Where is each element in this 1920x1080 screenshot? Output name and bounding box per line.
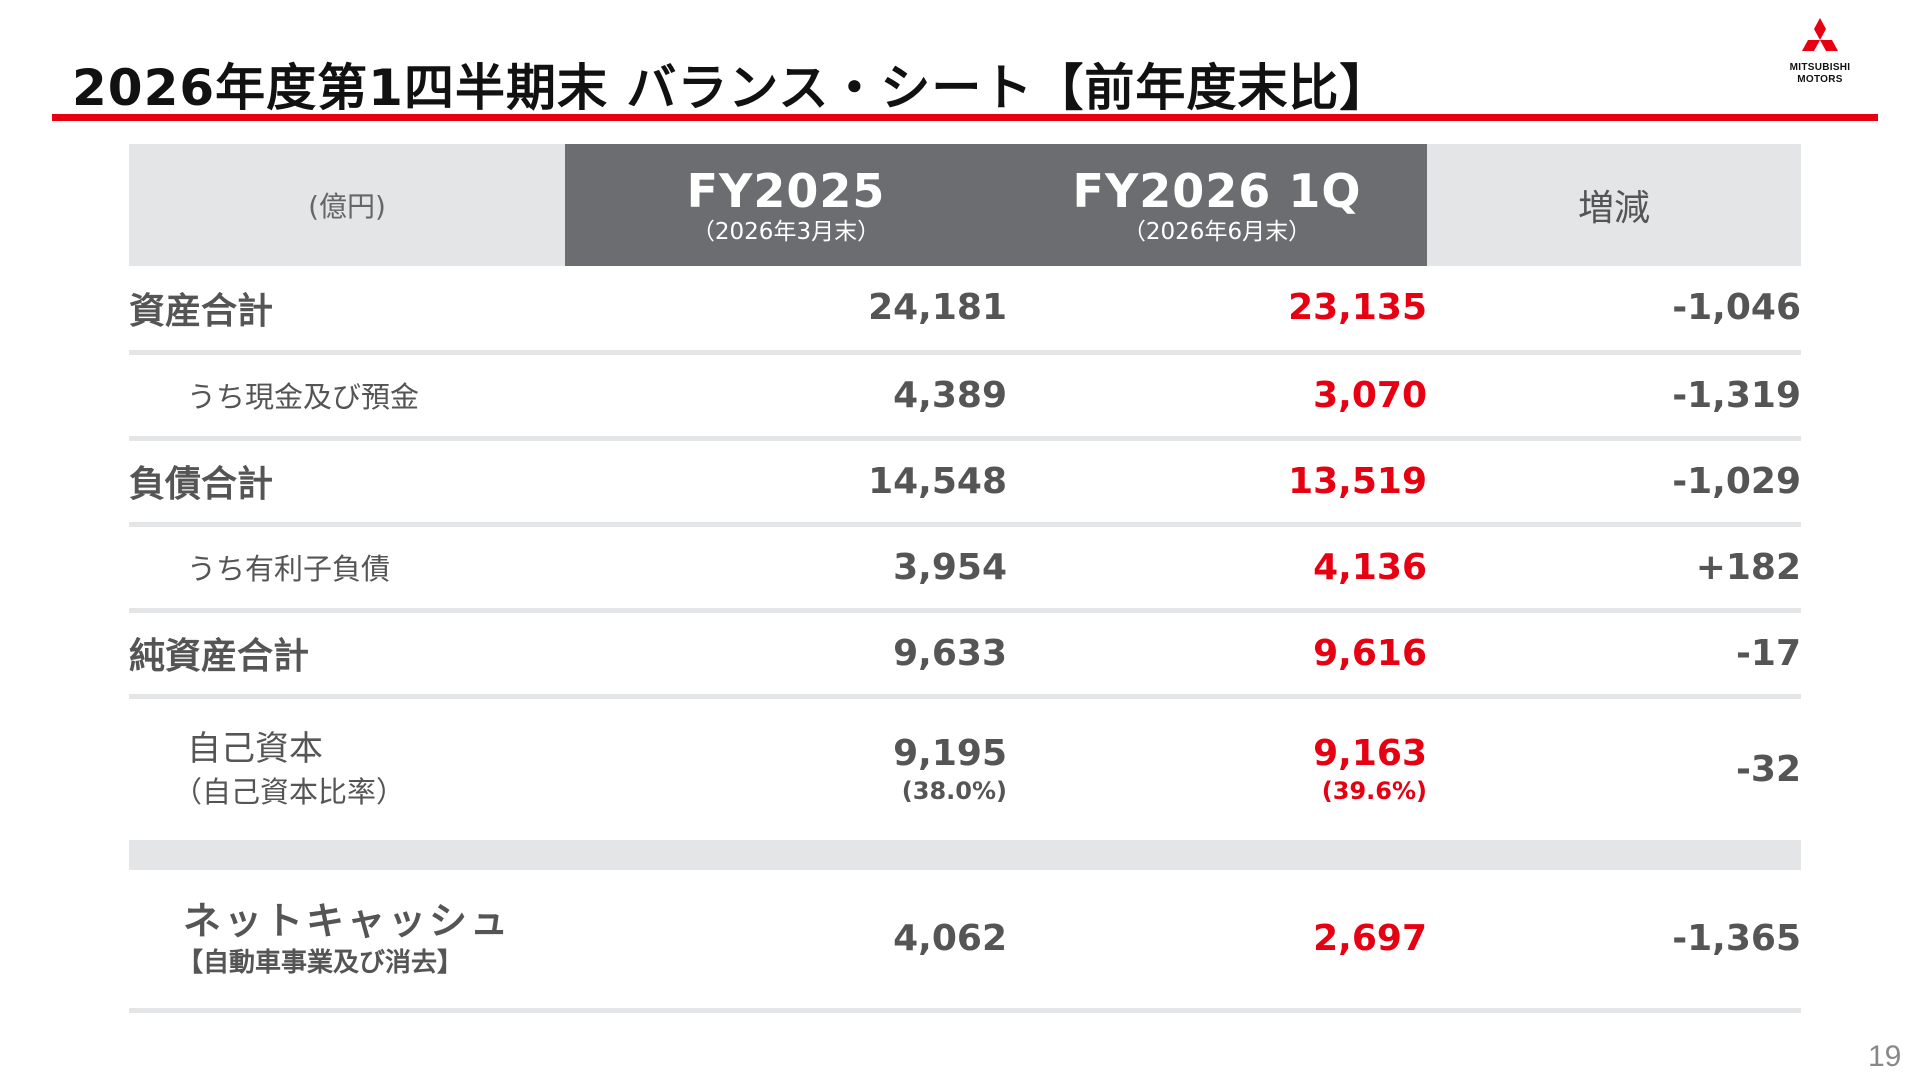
row-label: 負債合計 (129, 438, 565, 527)
fy2025-date: （2026年3月末） (691, 219, 881, 245)
fy2025-value: 14,548 (565, 438, 1007, 527)
page-number: 19 (1868, 1040, 1902, 1073)
net-cash-sublabel: 【自動車事業及び消去】 (177, 947, 464, 978)
fy2025-value: 24,181 (565, 266, 1007, 355)
change-value: +182 (1427, 524, 1801, 613)
table-row-interest-bearing-debt: うち有利子負債 3,954 4,136 +182 (129, 524, 1801, 613)
fy2026-1q-value: 2,697 (1007, 870, 1427, 1013)
table-row-total-net-assets: 純資産合計 9,633 9,616 -17 (129, 610, 1801, 699)
logo-text-line1: MITSUBISHI (1789, 62, 1851, 73)
table-row-total-liabilities: 負債合計 14,548 13,519 -1,029 (129, 438, 1801, 527)
fy2026-1q-value: 4,136 (1007, 524, 1427, 613)
table-row-cash-deposits: うち現金及び預金 4,389 3,070 -1,319 (129, 352, 1801, 441)
change-value: -1,319 (1427, 352, 1801, 441)
equity-label-cell: 自己資本 （自己資本比率） (129, 696, 565, 845)
fy2025-value: 9,633 (565, 610, 1007, 699)
row-label: 純資産合計 (129, 610, 565, 699)
title-underline (52, 114, 1878, 121)
three-diamonds-icon (1802, 18, 1838, 51)
table-header-row: (億円) FY2025 （2026年3月末） FY2026 1Q （2026年6… (129, 144, 1801, 266)
change-value: -1,029 (1427, 438, 1801, 527)
fy2025-value: 9,195 (893, 733, 1007, 774)
fy2025-value: 4,062 (565, 870, 1007, 1013)
fy2026-1q-value: 9,163 (1313, 733, 1427, 774)
change-header: 増減 (1427, 144, 1801, 266)
balance-sheet-table: (億円) FY2025 （2026年3月末） FY2026 1Q （2026年6… (129, 144, 1801, 1013)
fy2026-1q-title: FY2026 1Q (1072, 164, 1362, 218)
fy2026-1q-header: FY2026 1Q （2026年6月末） (1007, 144, 1427, 266)
change-value: -1,046 (1427, 266, 1801, 355)
table-row-total-assets: 資産合計 24,181 23,135 -1,046 (129, 266, 1801, 355)
fy2026-1q-ratio: (39.6%) (1321, 777, 1427, 805)
table-row-equity: 自己資本 （自己資本比率） 9,195 (38.0%) 9,163 (39.6%… (129, 696, 1801, 845)
fy2026-1q-value: 9,616 (1007, 610, 1427, 699)
change-value: -1,365 (1427, 870, 1801, 1013)
fy2025-header: FY2025 （2026年3月末） (565, 144, 1007, 266)
fy2025-value: 3,954 (565, 524, 1007, 613)
equity-label: 自己資本 (187, 729, 323, 769)
net-cash-label: ネットキャッシュ (183, 898, 512, 943)
company-logo: MITSUBISHI MOTORS (1780, 18, 1860, 98)
row-label: うち有利子負債 (129, 524, 565, 613)
net-cash-label-cell: ネットキャッシュ 【自動車事業及び消去】 (129, 870, 565, 1013)
fy2025-ratio: (38.0%) (901, 777, 1007, 805)
fy2026-1q-value: 13,519 (1007, 438, 1427, 527)
fy2025-value: 4,389 (565, 352, 1007, 441)
table-row-net-cash: ネットキャッシュ 【自動車事業及び消去】 4,062 2,697 -1,365 (129, 870, 1801, 1013)
fy2026-1q-equity-cell: 9,163 (39.6%) (1007, 696, 1427, 845)
fy2026-1q-value: 23,135 (1007, 266, 1427, 355)
fy2026-1q-date: （2026年6月末） (1122, 219, 1312, 245)
change-value: -32 (1427, 696, 1801, 845)
equity-ratio-label: （自己資本比率） (173, 775, 406, 809)
fy2025-title: FY2025 (686, 164, 886, 218)
fy2026-1q-value: 3,070 (1007, 352, 1427, 441)
unit-header: (億円) (129, 144, 565, 266)
row-label: 資産合計 (129, 266, 565, 355)
change-value: -17 (1427, 610, 1801, 699)
row-label: うち現金及び預金 (129, 352, 565, 441)
page-title: 2026年度第1四半期末 バランス・シート【前年度末比】 (72, 59, 1391, 117)
logo-text-line2: MOTORS (1797, 74, 1843, 85)
table-spacer (129, 842, 1801, 870)
fy2025-equity-cell: 9,195 (38.0%) (565, 696, 1007, 845)
